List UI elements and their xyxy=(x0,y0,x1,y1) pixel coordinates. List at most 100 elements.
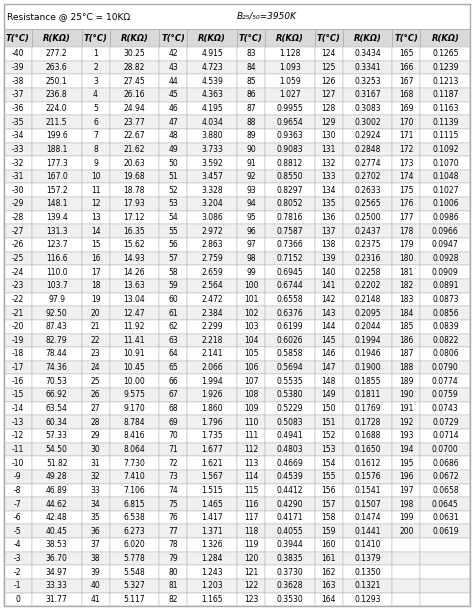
Bar xyxy=(4,347,32,361)
Bar xyxy=(82,443,109,456)
Text: 46: 46 xyxy=(168,104,178,113)
Bar xyxy=(343,306,392,320)
Bar xyxy=(392,470,420,484)
Text: 0.1187: 0.1187 xyxy=(432,90,458,99)
Text: 0.4539: 0.4539 xyxy=(276,472,303,481)
Bar xyxy=(315,334,343,347)
Text: 0.2500: 0.2500 xyxy=(354,213,381,222)
Bar xyxy=(265,88,315,102)
Bar xyxy=(82,115,109,129)
Text: 166: 166 xyxy=(399,63,414,72)
Text: 80: 80 xyxy=(168,568,178,576)
Text: 82: 82 xyxy=(168,595,178,604)
Text: 11: 11 xyxy=(91,186,100,195)
Text: -17: -17 xyxy=(11,363,24,372)
Text: 4.723: 4.723 xyxy=(201,63,223,72)
Bar xyxy=(82,361,109,375)
Text: 114: 114 xyxy=(244,472,258,481)
Text: 5.327: 5.327 xyxy=(124,581,145,590)
Text: 199: 199 xyxy=(399,513,414,522)
Bar xyxy=(420,497,470,511)
Bar xyxy=(315,210,343,224)
Text: 0.7152: 0.7152 xyxy=(277,254,303,263)
Text: 0.7587: 0.7587 xyxy=(276,227,303,235)
Text: 175: 175 xyxy=(399,186,414,195)
Bar xyxy=(392,210,420,224)
Text: 171: 171 xyxy=(399,131,414,140)
Text: 0.0700: 0.0700 xyxy=(432,445,459,454)
Bar xyxy=(265,402,315,415)
Bar xyxy=(315,429,343,443)
Bar xyxy=(82,320,109,334)
Bar xyxy=(159,429,187,443)
Text: 10.91: 10.91 xyxy=(124,350,145,359)
Bar xyxy=(82,129,109,143)
Text: -23: -23 xyxy=(11,281,24,290)
Bar xyxy=(109,552,159,565)
Text: 99: 99 xyxy=(246,268,256,276)
Text: 136: 136 xyxy=(321,213,336,222)
Bar xyxy=(4,552,32,565)
Bar xyxy=(82,102,109,115)
Bar xyxy=(159,88,187,102)
Bar xyxy=(315,184,343,197)
Bar xyxy=(82,47,109,60)
Text: 0.1728: 0.1728 xyxy=(355,418,381,426)
Bar xyxy=(315,511,343,525)
Bar xyxy=(82,197,109,210)
Bar xyxy=(109,525,159,538)
Text: 117: 117 xyxy=(244,513,258,522)
Bar xyxy=(187,129,237,143)
Text: 63.54: 63.54 xyxy=(46,404,68,413)
Text: 20.63: 20.63 xyxy=(124,159,145,168)
Bar xyxy=(265,347,315,361)
Bar xyxy=(159,184,187,197)
Text: 2.218: 2.218 xyxy=(201,336,223,345)
Bar xyxy=(32,415,82,429)
Bar xyxy=(237,265,265,279)
Bar xyxy=(315,143,343,156)
Text: 49: 49 xyxy=(168,145,178,154)
Bar xyxy=(187,238,237,252)
Text: 0.4055: 0.4055 xyxy=(276,527,303,536)
Text: 0.2702: 0.2702 xyxy=(355,172,381,181)
Bar xyxy=(343,265,392,279)
Text: 191: 191 xyxy=(399,404,414,413)
Text: 140: 140 xyxy=(321,268,336,276)
Bar xyxy=(4,47,32,60)
Text: 19: 19 xyxy=(91,295,100,304)
Text: 23: 23 xyxy=(91,350,100,359)
Text: 0.4412: 0.4412 xyxy=(277,486,303,495)
Text: R(KΩ): R(KΩ) xyxy=(354,34,382,43)
Bar xyxy=(343,115,392,129)
Text: 18.78: 18.78 xyxy=(124,186,145,195)
Text: 33.33: 33.33 xyxy=(46,581,68,590)
Bar xyxy=(82,525,109,538)
Bar xyxy=(187,361,237,375)
Text: 13.04: 13.04 xyxy=(124,295,145,304)
Text: 0.0986: 0.0986 xyxy=(432,213,459,222)
Text: -19: -19 xyxy=(11,336,24,345)
Bar xyxy=(315,279,343,293)
Text: 0.1379: 0.1379 xyxy=(354,554,381,563)
Text: 149: 149 xyxy=(321,390,336,400)
Text: 1.326: 1.326 xyxy=(201,540,223,550)
Text: 89: 89 xyxy=(246,131,256,140)
Bar xyxy=(32,456,82,470)
Bar xyxy=(420,538,470,552)
Bar xyxy=(82,252,109,265)
Bar xyxy=(315,88,343,102)
Bar xyxy=(187,306,237,320)
Bar xyxy=(32,115,82,129)
Text: 0.5694: 0.5694 xyxy=(276,363,303,372)
Text: 188.1: 188.1 xyxy=(46,145,67,154)
Text: 183: 183 xyxy=(399,295,414,304)
Text: 153: 153 xyxy=(321,445,336,454)
Bar xyxy=(32,443,82,456)
Bar xyxy=(392,538,420,552)
Text: 0.1115: 0.1115 xyxy=(432,131,458,140)
Bar xyxy=(315,320,343,334)
Text: -28: -28 xyxy=(12,213,24,222)
Bar xyxy=(265,184,315,197)
Bar xyxy=(392,497,420,511)
